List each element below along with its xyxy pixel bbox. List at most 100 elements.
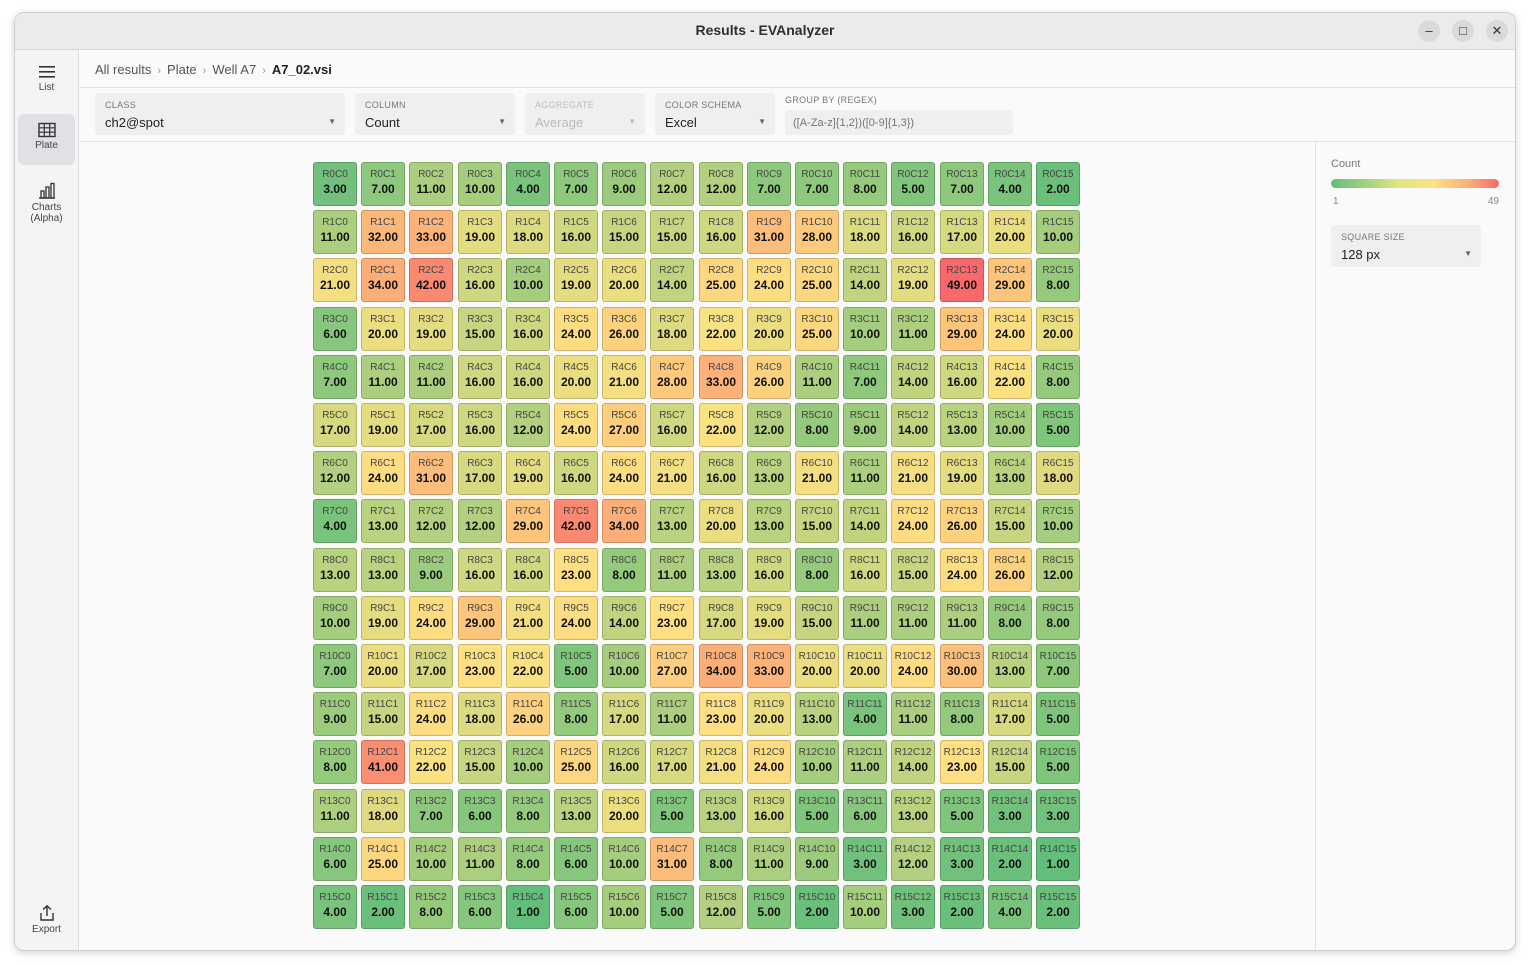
plate-well-cell[interactable]: R12C12 14.00 xyxy=(891,740,935,784)
plate-well-cell[interactable]: R8C13 24.00 xyxy=(940,548,984,592)
plate-well-cell[interactable]: R13C11 6.00 xyxy=(843,789,887,833)
plate-well-cell[interactable]: R11C0 9.00 xyxy=(313,692,357,736)
plate-well-cell[interactable]: R10C1 20.00 xyxy=(361,644,405,688)
plate-well-cell[interactable]: R1C0 11.00 xyxy=(313,210,357,254)
plate-well-cell[interactable]: R2C13 49.00 xyxy=(940,258,984,302)
plate-well-cell[interactable]: R14C1 25.00 xyxy=(361,837,405,881)
plate-well-cell[interactable]: R2C5 19.00 xyxy=(554,258,598,302)
plate-well-cell[interactable]: R15C10 2.00 xyxy=(795,885,839,929)
plate-well-cell[interactable]: R8C12 15.00 xyxy=(891,548,935,592)
plate-well-cell[interactable]: R15C6 10.00 xyxy=(602,885,646,929)
plate-well-cell[interactable]: R7C12 24.00 xyxy=(891,499,935,543)
plate-well-cell[interactable]: R7C15 10.00 xyxy=(1036,499,1080,543)
color-schema-select[interactable]: COLOR SCHEMA Excel ▼ xyxy=(655,93,775,135)
plate-well-cell[interactable]: R9C12 11.00 xyxy=(891,596,935,640)
plate-well-cell[interactable]: R8C1 13.00 xyxy=(361,548,405,592)
plate-well-cell[interactable]: R3C9 20.00 xyxy=(747,307,791,351)
plate-well-cell[interactable]: R14C3 11.00 xyxy=(458,837,502,881)
plate-well-cell[interactable]: R4C15 8.00 xyxy=(1036,355,1080,399)
plate-well-cell[interactable]: R9C15 8.00 xyxy=(1036,596,1080,640)
plate-well-cell[interactable]: R14C10 9.00 xyxy=(795,837,839,881)
plate-well-cell[interactable]: R1C15 10.00 xyxy=(1036,210,1080,254)
plate-well-cell[interactable]: R12C11 11.00 xyxy=(843,740,887,784)
plate-well-cell[interactable]: R3C0 6.00 xyxy=(313,307,357,351)
plate-well-cell[interactable]: R15C11 10.00 xyxy=(843,885,887,929)
plate-well-cell[interactable]: R11C8 23.00 xyxy=(699,692,743,736)
plate-well-cell[interactable]: R8C6 8.00 xyxy=(602,548,646,592)
plate-well-cell[interactable]: R7C14 15.00 xyxy=(988,499,1032,543)
plate-well-cell[interactable]: R3C12 11.00 xyxy=(891,307,935,351)
plate-well-cell[interactable]: R14C8 8.00 xyxy=(699,837,743,881)
plate-well-cell[interactable]: R14C5 6.00 xyxy=(554,837,598,881)
plate-well-cell[interactable]: R12C0 8.00 xyxy=(313,740,357,784)
plate-well-cell[interactable]: R2C8 25.00 xyxy=(699,258,743,302)
plate-well-cell[interactable]: R4C12 14.00 xyxy=(891,355,935,399)
plate-well-cell[interactable]: R7C8 20.00 xyxy=(699,499,743,543)
plate-well-cell[interactable]: R3C6 26.00 xyxy=(602,307,646,351)
plate-well-cell[interactable]: R10C11 20.00 xyxy=(843,644,887,688)
plate-well-cell[interactable]: R2C12 19.00 xyxy=(891,258,935,302)
plate-well-cell[interactable]: R6C4 19.00 xyxy=(506,451,550,495)
plate-well-cell[interactable]: R11C12 11.00 xyxy=(891,692,935,736)
plate-well-cell[interactable]: R3C2 19.00 xyxy=(409,307,453,351)
plate-well-cell[interactable]: R4C6 21.00 xyxy=(602,355,646,399)
plate-well-cell[interactable]: R4C1 11.00 xyxy=(361,355,405,399)
plate-well-cell[interactable]: R6C14 13.00 xyxy=(988,451,1032,495)
plate-well-cell[interactable]: R9C11 11.00 xyxy=(843,596,887,640)
plate-well-cell[interactable]: R8C2 9.00 xyxy=(409,548,453,592)
plate-well-cell[interactable]: R11C6 17.00 xyxy=(602,692,646,736)
plate-well-cell[interactable]: R6C9 13.00 xyxy=(747,451,791,495)
plate-well-cell[interactable]: R12C4 10.00 xyxy=(506,740,550,784)
plate-well-cell[interactable]: R2C10 25.00 xyxy=(795,258,839,302)
plate-well-cell[interactable]: R3C3 15.00 xyxy=(458,307,502,351)
plate-well-cell[interactable]: R1C4 18.00 xyxy=(506,210,550,254)
plate-well-cell[interactable]: R2C4 10.00 xyxy=(506,258,550,302)
plate-well-cell[interactable]: R9C10 15.00 xyxy=(795,596,839,640)
plate-well-cell[interactable]: R11C13 8.00 xyxy=(940,692,984,736)
plate-well-cell[interactable]: R8C14 26.00 xyxy=(988,548,1032,592)
plate-well-cell[interactable]: R13C6 20.00 xyxy=(602,789,646,833)
plate-well-cell[interactable]: R11C7 11.00 xyxy=(650,692,694,736)
plate-well-cell[interactable]: R5C9 12.00 xyxy=(747,403,791,447)
plate-well-cell[interactable]: R5C11 9.00 xyxy=(843,403,887,447)
plate-well-cell[interactable]: R7C7 13.00 xyxy=(650,499,694,543)
plate-well-cell[interactable]: R9C2 24.00 xyxy=(409,596,453,640)
column-select[interactable]: COLUMN Count ▼ xyxy=(355,93,515,135)
breadcrumb-all-results[interactable]: All results xyxy=(95,62,152,77)
plate-well-cell[interactable]: R14C13 3.00 xyxy=(940,837,984,881)
plate-well-cell[interactable]: R14C7 31.00 xyxy=(650,837,694,881)
plate-well-cell[interactable]: R15C0 4.00 xyxy=(313,885,357,929)
plate-well-cell[interactable]: R13C4 8.00 xyxy=(506,789,550,833)
plate-well-cell[interactable]: R3C7 18.00 xyxy=(650,307,694,351)
plate-well-cell[interactable]: R1C9 31.00 xyxy=(747,210,791,254)
plate-well-cell[interactable]: R8C8 13.00 xyxy=(699,548,743,592)
plate-well-cell[interactable]: R8C7 11.00 xyxy=(650,548,694,592)
plate-well-cell[interactable]: R5C5 24.00 xyxy=(554,403,598,447)
plate-well-cell[interactable]: R3C1 20.00 xyxy=(361,307,405,351)
plate-well-cell[interactable]: R13C10 5.00 xyxy=(795,789,839,833)
plate-well-cell[interactable]: R2C1 34.00 xyxy=(361,258,405,302)
plate-well-cell[interactable]: R4C13 16.00 xyxy=(940,355,984,399)
plate-well-cell[interactable]: R15C15 2.00 xyxy=(1036,885,1080,929)
plate-well-cell[interactable]: R5C13 13.00 xyxy=(940,403,984,447)
plate-well-cell[interactable]: R6C2 31.00 xyxy=(409,451,453,495)
plate-well-cell[interactable]: R5C0 17.00 xyxy=(313,403,357,447)
plate-well-cell[interactable]: R15C8 12.00 xyxy=(699,885,743,929)
plate-well-cell[interactable]: R3C4 16.00 xyxy=(506,307,550,351)
plate-well-cell[interactable]: R1C5 16.00 xyxy=(554,210,598,254)
plate-well-cell[interactable]: R14C11 3.00 xyxy=(843,837,887,881)
plate-well-cell[interactable]: R10C4 22.00 xyxy=(506,644,550,688)
plate-well-cell[interactable]: R2C14 29.00 xyxy=(988,258,1032,302)
plate-well-cell[interactable]: R2C6 20.00 xyxy=(602,258,646,302)
plate-well-cell[interactable]: R0C0 3.00 xyxy=(313,162,357,206)
plate-well-cell[interactable]: R0C8 12.00 xyxy=(699,162,743,206)
plate-well-cell[interactable]: R11C10 13.00 xyxy=(795,692,839,736)
plate-well-cell[interactable]: R1C10 28.00 xyxy=(795,210,839,254)
plate-well-cell[interactable]: R0C3 10.00 xyxy=(458,162,502,206)
plate-well-cell[interactable]: R12C6 16.00 xyxy=(602,740,646,784)
plate-well-cell[interactable]: R10C10 20.00 xyxy=(795,644,839,688)
plate-well-cell[interactable]: R12C13 23.00 xyxy=(940,740,984,784)
plate-well-cell[interactable]: R13C7 5.00 xyxy=(650,789,694,833)
plate-well-cell[interactable]: R10C14 13.00 xyxy=(988,644,1032,688)
plate-well-cell[interactable]: R15C13 2.00 xyxy=(940,885,984,929)
